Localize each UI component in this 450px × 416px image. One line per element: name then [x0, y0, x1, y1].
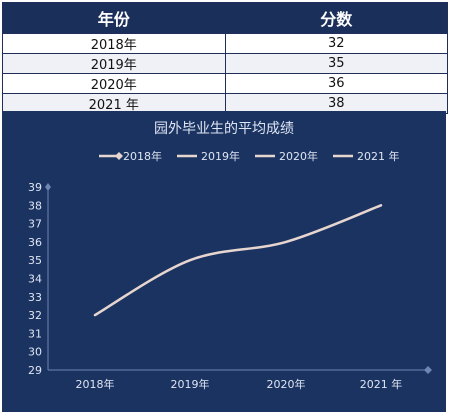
axis-end-marker [45, 183, 51, 191]
score-cell: 35 [327, 56, 345, 71]
chart-panel: 园外毕业生的平均成绩 2018年 2019年 2020年 2021 年 29 30 31 3… [2, 111, 446, 412]
year-cell: 2021 年 [3, 94, 226, 113]
x-tick-labels: 2018年 2019年 2020年 2021 年 [76, 377, 403, 391]
chart-legend: 2018年 2019年 2020年 2021 年 [99, 149, 400, 163]
header-year: 年份 [3, 3, 226, 33]
legend-item: 2021 年 [333, 149, 400, 163]
axis-end-marker [424, 366, 432, 374]
year-cell: 2020年 [3, 74, 226, 93]
y-tick-label: 29 [28, 364, 42, 377]
score-cell: 32 [327, 36, 345, 51]
table-row: 2019年 35 [3, 54, 447, 74]
legend-item: 2019年 [177, 149, 240, 163]
legend-label: 2021 年 [357, 149, 400, 163]
y-tick-label: 36 [28, 236, 42, 249]
year-cell: 2019年 [3, 54, 226, 73]
y-tick-label: 38 [28, 199, 42, 212]
line-chart: 园外毕业生的平均成绩 2018年 2019年 2020年 2021 年 29 30 31 3… [28, 121, 432, 391]
table-row: 2020年 36 [3, 74, 447, 94]
score-cell: 36 [327, 76, 345, 91]
header-score: 分数 [320, 10, 353, 29]
table-row: 2018年 32 [3, 34, 447, 54]
y-tick-label: 37 [28, 218, 42, 231]
y-tick-label: 33 [28, 291, 42, 304]
y-tick-label: 39 [28, 181, 42, 194]
y-tick-label: 30 [28, 346, 42, 359]
x-tick-label: 2018年 [76, 377, 115, 391]
x-tick-label: 2019年 [171, 377, 210, 391]
y-tick-label: 32 [28, 309, 42, 322]
legend-marker [115, 152, 123, 160]
legend-label: 2019年 [201, 149, 240, 163]
legend-item: 2020年 [255, 149, 318, 163]
table-header-row: 年份 分数 [3, 3, 447, 34]
y-tick-label: 31 [28, 327, 42, 340]
x-tick-label: 2020年 [267, 377, 306, 391]
score-cell: 38 [327, 96, 345, 111]
x-tick-label: 2021 年 [360, 377, 403, 391]
score-table: 年份 分数 2018年 32 2019年 35 2020年 36 2021 年 … [2, 2, 448, 114]
legend-label: 2018年 [123, 149, 162, 163]
legend-label: 2020年 [279, 149, 318, 163]
year-cell: 2018年 [3, 34, 226, 53]
table-row: 2021 年 38 [3, 94, 447, 113]
series-line [93, 204, 383, 317]
y-tick-label: 34 [28, 273, 42, 286]
y-tick-label: 35 [28, 254, 42, 267]
chart-title: 园外毕业生的平均成绩 [154, 121, 294, 137]
legend-item: 2018年 [99, 149, 162, 163]
y-tick-labels: 29 30 31 32 33 34 35 36 37 38 39 [28, 181, 42, 377]
